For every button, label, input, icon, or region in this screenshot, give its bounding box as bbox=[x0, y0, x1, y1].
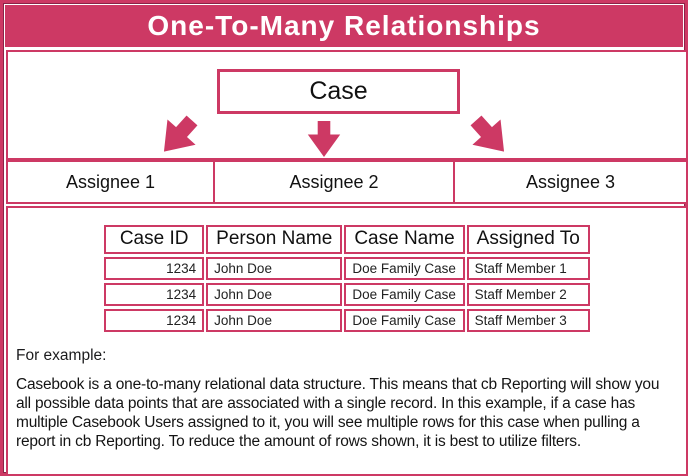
assignee-3-label: Assignee 3 bbox=[525, 171, 616, 192]
assignee-node-1: Assignee 1 bbox=[6, 160, 215, 204]
down-left-arrow-icon bbox=[148, 106, 207, 165]
cell-case-id: 1234 bbox=[104, 309, 205, 332]
table-row: 1234 John Doe Doe Family Case Staff Memb… bbox=[104, 257, 590, 280]
table-row: 1234 John Doe Doe Family Case Staff Memb… bbox=[104, 309, 590, 332]
report-example-table: Case ID Person Name Case Name Assigned T… bbox=[102, 222, 592, 335]
table-row: 1234 John Doe Doe Family Case Staff Memb… bbox=[104, 283, 590, 306]
cell-person-name: John Doe bbox=[206, 283, 343, 306]
assignee-2-label: Assignee 2 bbox=[289, 171, 379, 192]
relationship-diagram: Case bbox=[6, 50, 688, 160]
col-header-case-id: Case ID bbox=[104, 225, 205, 254]
down-arrow-icon bbox=[306, 120, 342, 158]
page-title: One-To-Many Relationships bbox=[147, 10, 541, 41]
assignee-node-2: Assignee 2 bbox=[213, 160, 455, 204]
cell-case-name: Doe Family Case bbox=[344, 257, 465, 280]
cell-case-name: Doe Family Case bbox=[344, 283, 465, 306]
cell-assigned-to: Staff Member 3 bbox=[466, 309, 590, 332]
cell-case-id: 1234 bbox=[104, 257, 205, 280]
table-header-row: Case ID Person Name Case Name Assigned T… bbox=[104, 225, 590, 254]
title-banner: One-To-Many Relationships bbox=[5, 5, 683, 47]
col-header-assigned-to: Assigned To bbox=[466, 225, 590, 254]
col-header-person-name: Person Name bbox=[206, 225, 343, 254]
example-section: Case ID Person Name Case Name Assigned T… bbox=[6, 206, 688, 476]
cell-case-name: Doe Family Case bbox=[344, 309, 465, 332]
cell-case-id: 1234 bbox=[104, 283, 205, 306]
cell-person-name: John Doe bbox=[206, 257, 343, 280]
cell-person-name: John Doe bbox=[206, 309, 343, 332]
explanation-block: For example: Casebook is a one-to-many r… bbox=[8, 347, 686, 451]
down-right-arrow-icon bbox=[460, 106, 519, 165]
case-node-label: Case bbox=[309, 77, 368, 105]
assignee-node-3: Assignee 3 bbox=[453, 160, 688, 204]
assignee-row: Assignee 1 Assignee 2 Assignee 3 bbox=[6, 160, 688, 204]
cell-assigned-to: Staff Member 2 bbox=[466, 283, 590, 306]
for-example-label: For example: bbox=[16, 347, 107, 364]
assignee-1-label: Assignee 1 bbox=[65, 171, 156, 192]
cell-assigned-to: Staff Member 1 bbox=[466, 257, 590, 280]
col-header-case-name: Case Name bbox=[344, 225, 465, 254]
explanation-paragraph: Casebook is a one-to-many relational dat… bbox=[16, 376, 660, 450]
case-node: Case bbox=[217, 69, 460, 114]
